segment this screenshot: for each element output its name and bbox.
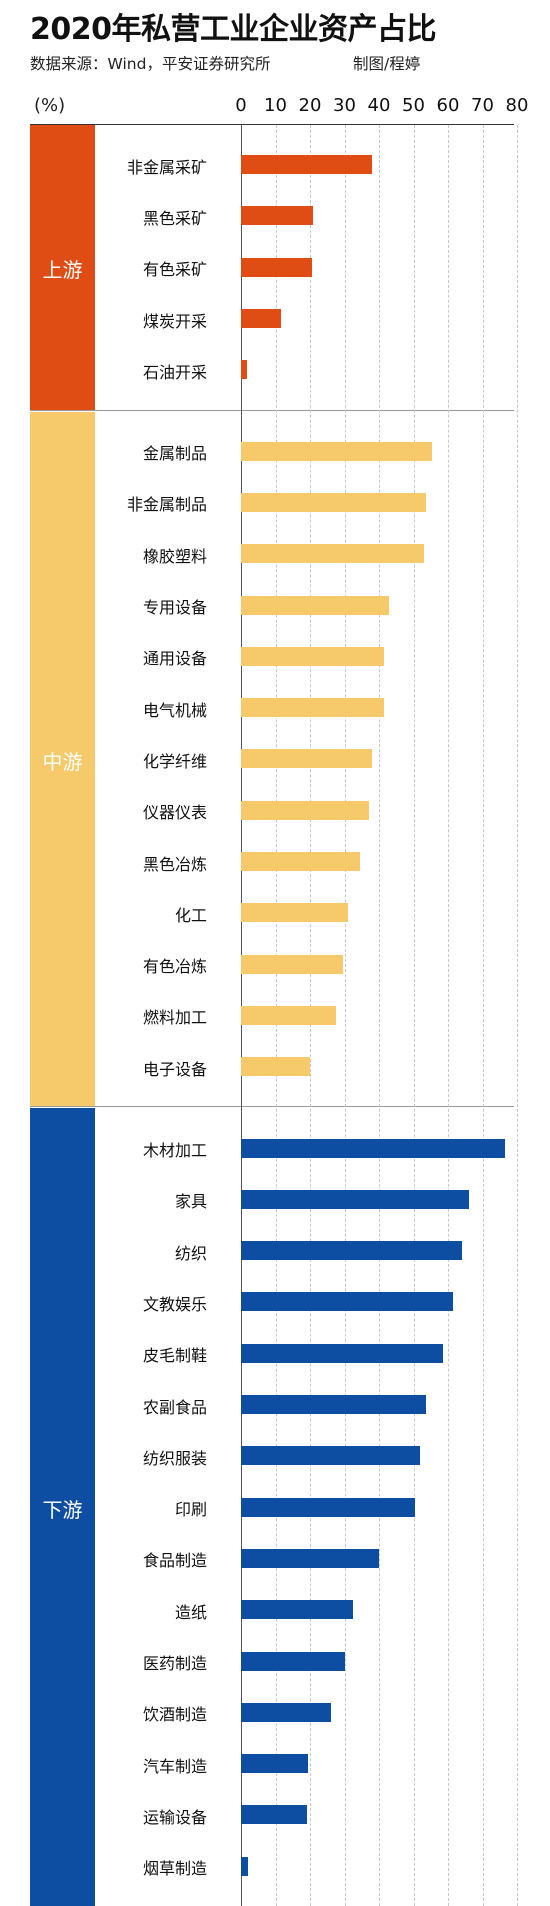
data-bar [241,1600,354,1620]
category-label: 运输设备 [142,1807,207,1827]
grid-line [379,125,380,1906]
grid-line [517,125,518,1906]
category-label: 橡胶塑料 [142,546,207,566]
category-label: 通用设备 [142,649,207,669]
chart-title: 2020年私营工业企业资产占比 [30,12,437,47]
data-bar [241,1446,421,1466]
data-bar [241,954,343,974]
category-label: 皮毛制鞋 [142,1346,207,1366]
data-bar [241,544,424,564]
category-label: 造纸 [174,1602,207,1622]
data-bar [241,1651,345,1671]
category-label: 电气机械 [142,700,207,720]
data-bar [241,852,361,872]
data-bar [241,257,312,277]
category-label: 化工 [174,905,207,925]
group-band-1 [30,411,95,1107]
x-tick-label: 50 [402,95,425,116]
data-bar [241,309,281,329]
category-label: 汽车制造 [142,1756,207,1776]
group-separator [30,1106,514,1108]
x-tick-label: 10 [264,95,287,116]
category-label: 专用设备 [142,598,207,618]
category-label: 医药制造 [142,1654,207,1674]
x-tick-label: 0 [235,95,247,116]
group-label: 上游 [42,258,83,283]
data-bar [241,749,373,769]
category-label: 纺织服装 [142,1448,207,1468]
data-bar [241,1805,307,1825]
top-rule [30,124,514,125]
category-label: 非金属采矿 [126,157,207,177]
x-tick-label: 30 [333,95,356,116]
category-label: 印刷 [174,1500,207,1520]
data-bar [241,1005,336,1025]
category-label: 木材加工 [142,1141,207,1161]
data-bar [241,441,433,461]
group-band-2 [30,1108,95,1906]
x-tick-label: 80 [505,95,529,116]
category-label: 有色采矿 [142,260,207,280]
data-bar [241,698,385,718]
data-bar [241,1057,310,1077]
data-bar [241,1856,248,1876]
chart-author: 制图/程婷 [353,55,421,73]
data-bar [241,1497,416,1517]
data-source: 数据来源：Wind，平安证券研究所 [30,55,271,73]
data-bar [241,903,348,923]
category-label: 仪器仪表 [142,803,207,823]
category-label: 有色冶炼 [142,957,207,977]
group-separator [30,409,514,411]
category-label: 金属制品 [142,444,207,464]
group-label: 下游 [42,1498,83,1523]
data-bar [241,1395,426,1415]
grid-line [448,125,449,1906]
grid-line [344,125,346,1906]
data-bar [241,595,390,615]
data-bar [241,155,373,175]
category-label: 煤炭开采 [142,311,207,331]
grid-line [413,125,415,1906]
category-label: 黑色冶炼 [142,854,207,874]
data-bar [241,206,314,226]
x-tick-label: 40 [367,95,391,116]
data-bar [241,1138,505,1158]
group-label: 中游 [42,749,83,774]
category-label: 电子设备 [142,1059,207,1079]
data-bar [241,1754,309,1774]
data-bar [241,1548,379,1568]
category-label: 饮酒制造 [142,1705,207,1725]
group-band-0 [30,125,95,410]
unit-label: (%) [34,95,66,116]
category-label: 烟草制造 [142,1859,207,1879]
category-label: 家具 [174,1192,207,1212]
data-bar [241,1702,331,1722]
category-label: 石油开采 [142,362,207,382]
category-label: 燃料加工 [142,1008,207,1028]
category-label: 化学纤维 [142,751,207,771]
data-bar [241,646,385,666]
category-label: 食品制造 [142,1551,207,1571]
data-bar [241,1241,462,1261]
category-label: 农副食品 [142,1397,207,1417]
data-bar [241,1343,443,1363]
category-label: 非金属制品 [126,495,207,515]
data-bar [241,1292,454,1312]
data-bar [241,800,369,820]
x-tick-label: 60 [436,95,460,116]
category-label: 文教娱乐 [142,1294,207,1314]
category-label: 纺织 [174,1243,207,1263]
x-tick-label: 20 [298,95,322,116]
data-bar [241,1189,469,1209]
x-tick-label: 70 [471,95,494,116]
grid-line [482,125,484,1906]
category-label: 黑色采矿 [142,208,207,228]
data-bar [241,492,426,512]
data-bar [241,360,248,380]
